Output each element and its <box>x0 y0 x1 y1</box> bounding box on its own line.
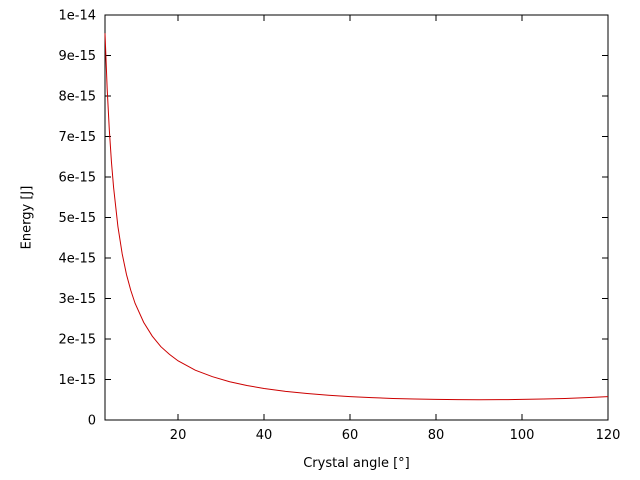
x-axis-label: Crystal angle [°] <box>303 456 410 471</box>
y-tick-label: 1e-14 <box>58 9 96 24</box>
y-tick-label: 4e-15 <box>58 252 96 267</box>
y-tick-label: 3e-15 <box>58 292 96 307</box>
x-tick-label: 120 <box>596 428 621 443</box>
x-tick-label: 40 <box>256 428 273 443</box>
y-tick-label: 6e-15 <box>58 171 96 186</box>
energy-curve <box>104 33 609 401</box>
plot-border <box>104 14 609 421</box>
y-tick-label: 0 <box>88 414 96 429</box>
y-axis-label: Energy [J] <box>19 185 35 250</box>
y-tick-label: 1e-15 <box>58 373 96 388</box>
x-tick-label: 20 <box>170 428 187 443</box>
y-tick-label: 2e-15 <box>58 333 96 348</box>
y-tick-label: 5e-15 <box>58 211 96 226</box>
x-tick-label: 80 <box>428 428 445 443</box>
x-tick-label: 60 <box>342 428 359 443</box>
y-tick-label: 8e-15 <box>58 90 96 105</box>
y-tick-label: 7e-15 <box>58 130 96 145</box>
y-tick-label: 9e-15 <box>58 49 96 64</box>
x-tick-label: 100 <box>510 428 535 443</box>
